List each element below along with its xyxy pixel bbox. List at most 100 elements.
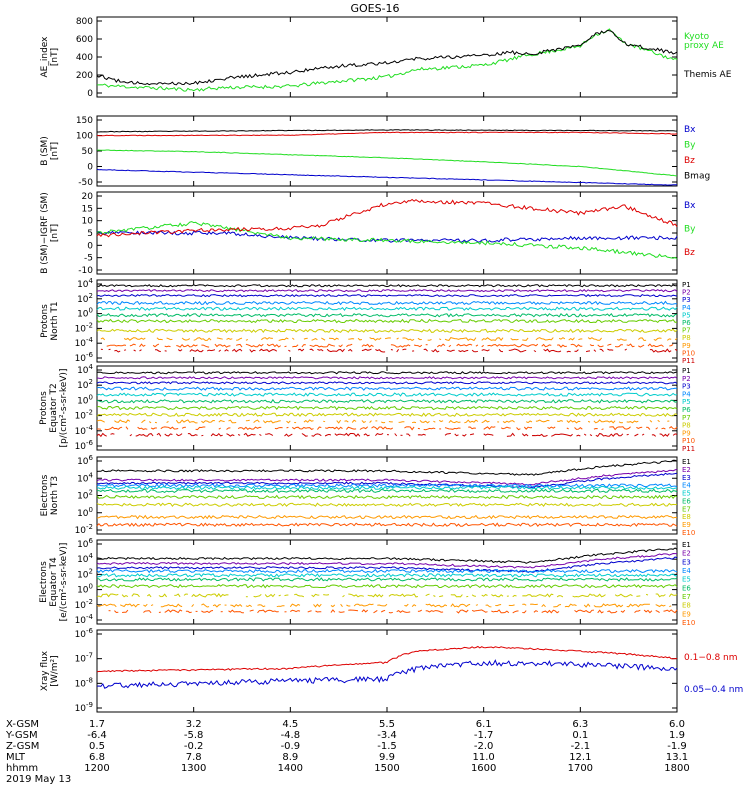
trace-p4-pnt1 <box>96 300 678 306</box>
trace-p9-pet2-seg39 <box>448 419 461 424</box>
trace-p10-pnt1-seg11 <box>236 343 243 348</box>
ylabel-ae: [nT] <box>50 48 60 66</box>
trace-e8-ent3 <box>96 502 678 508</box>
panel-frame-pnt1 <box>96 279 678 363</box>
trace-p9-pet2-seg40 <box>464 419 479 424</box>
trace-e8-eet4-seg0 <box>96 593 119 598</box>
ytick-label-ae: 0 <box>87 89 93 99</box>
legend-ent3-e3: E3 <box>682 474 691 482</box>
trace-p9-pnt1-seg14 <box>236 337 243 341</box>
ytick-label-pnt1: 10-4 <box>75 336 94 349</box>
ytick-label-bdiff: -10 <box>78 266 93 276</box>
panel-frame-eet4 <box>96 539 678 625</box>
trace-e9-eet4-seg10 <box>212 604 221 608</box>
trace-p10-pnt1-seg6 <box>152 343 160 348</box>
bsm-bz-line <box>96 131 678 137</box>
footer-value: 6.1 <box>476 719 492 730</box>
trace-p11-pnt1-seg31 <box>361 348 372 352</box>
trace-e10-eet4-seg51 <box>634 609 641 613</box>
ytick-label-eet4: 102 <box>77 567 93 580</box>
trace-p11-pet2-seg23 <box>311 433 322 437</box>
trace-e9-eet4-seg7 <box>191 604 195 608</box>
trace-p10-pnt1-seg46 <box>669 343 674 347</box>
trace-p11-pet2-seg38 <box>454 433 459 437</box>
ytick-label-pnt1: 102 <box>77 292 93 305</box>
trace-p10-pet2-seg2 <box>125 426 129 430</box>
legend-pet2-p6: P6 <box>682 406 691 414</box>
trace-p2-pnt1 <box>96 289 678 293</box>
ytick-label-bdiff: 15 <box>82 204 93 214</box>
trace-p10-pet2-seg4 <box>137 426 148 430</box>
trace-p11-pet2-seg27 <box>375 432 384 437</box>
legend-ent3-e8: E8 <box>682 513 691 521</box>
trace-p9-pet2-seg13 <box>228 419 237 424</box>
legend-pnt1-p11: P11 <box>682 357 695 365</box>
trace-e8-eet4-seg15 <box>253 594 262 598</box>
trace-e4-ent3 <box>96 483 678 488</box>
trace-e9-eet4-seg52 <box>669 605 672 608</box>
footer-value: -4.8 <box>281 730 301 741</box>
ylabel-bsm: B (SM) <box>40 136 50 166</box>
trace-e10-eet4-seg5 <box>122 609 129 613</box>
trace-e3-eet4 <box>96 556 678 574</box>
legend-bsm-0: Bx <box>684 125 696 135</box>
trace-p11-pnt1-seg61 <box>624 348 627 351</box>
trace-e10-eet4-seg49 <box>620 609 626 613</box>
ytick-label-pnt1: 100 <box>77 307 93 320</box>
ytick-label-ent3: 106 <box>77 454 93 467</box>
trace-p11-pnt1-seg26 <box>309 348 314 352</box>
ylabel-ent3: Electrons <box>40 474 50 516</box>
trace-p9-pnt1-seg33 <box>402 337 415 341</box>
trace-e8-eet4-seg50 <box>668 593 678 597</box>
trace-e10-eet4-seg28 <box>361 609 369 613</box>
trace-p9-pet2-seg5 <box>148 421 152 424</box>
footer-value: -0.9 <box>281 741 301 752</box>
legend-pnt1-p8: P8 <box>682 334 691 342</box>
trace-p11-pet2-seg55 <box>634 433 639 437</box>
trace-e8-eet4-seg37 <box>491 594 504 598</box>
trace-p10-pet2-seg6 <box>160 426 179 430</box>
footer-value: 1200 <box>84 763 109 774</box>
trace-p11-pet2-seg14 <box>237 434 241 436</box>
trace-p11-pet2-seg51 <box>583 433 587 436</box>
trace-p9-pnt1-seg32 <box>396 337 399 340</box>
trace-p10-pet2-seg5 <box>150 427 157 430</box>
trace-p1-pnt1 <box>96 284 677 288</box>
trace-p10-pet2-seg34 <box>483 426 496 430</box>
trace-e8-eet4-seg36 <box>481 593 488 597</box>
trace-p9-pet2-seg11 <box>201 419 215 424</box>
footer-value: 12.1 <box>569 752 591 763</box>
trace-e10-eet4-seg46 <box>574 609 594 614</box>
trace-p10-pnt1-seg15 <box>292 344 299 348</box>
trace-p11-pnt1-seg35 <box>402 348 407 351</box>
trace-e9-eet4-seg0 <box>96 603 117 608</box>
legend-eet4-e3: E3 <box>682 558 691 566</box>
trace-p9-pnt1-seg41 <box>522 337 529 341</box>
trace-p11-pnt1-seg21 <box>249 349 256 353</box>
trace-p9-pet2-seg55 <box>649 420 653 423</box>
trace-e10-eet4-seg17 <box>249 609 254 612</box>
trace-e10-eet4-seg52 <box>643 609 653 614</box>
legend-pnt1-p10: P10 <box>682 349 695 357</box>
trace-p11-pnt1-seg42 <box>458 349 469 353</box>
trace-e8-eet4-seg4 <box>147 593 152 598</box>
trace-e9-eet4-seg37 <box>485 604 492 608</box>
trace-e9-eet4-seg46 <box>564 603 577 608</box>
trace-e9-eet4-seg12 <box>230 603 243 608</box>
trace-p11-pet2-seg24 <box>324 433 332 437</box>
ytick-label-ae: 400 <box>76 53 93 63</box>
trace-e9-ent3 <box>96 514 678 520</box>
ylabel-ae: AE_index <box>40 36 50 78</box>
trace-p11-pnt1-seg56 <box>593 349 597 352</box>
trace-p10-pet2-seg35 <box>500 426 511 430</box>
legend-bsm-2: Bz <box>684 156 695 166</box>
trace-e9-eet4-seg48 <box>583 603 591 608</box>
trace-p10-pet2-seg37 <box>523 426 533 430</box>
trace-p9-pnt1-seg28 <box>357 337 362 341</box>
trace-p10-pnt1-seg9 <box>201 344 210 348</box>
trace-p10-pet2-seg31 <box>444 427 461 430</box>
trace-p9-pnt1-seg35 <box>427 339 432 341</box>
trace-p11-pnt1-seg67 <box>649 348 672 353</box>
trace-e8-eet4-seg10 <box>191 593 229 598</box>
trace-e9-eet4-seg13 <box>245 604 252 608</box>
